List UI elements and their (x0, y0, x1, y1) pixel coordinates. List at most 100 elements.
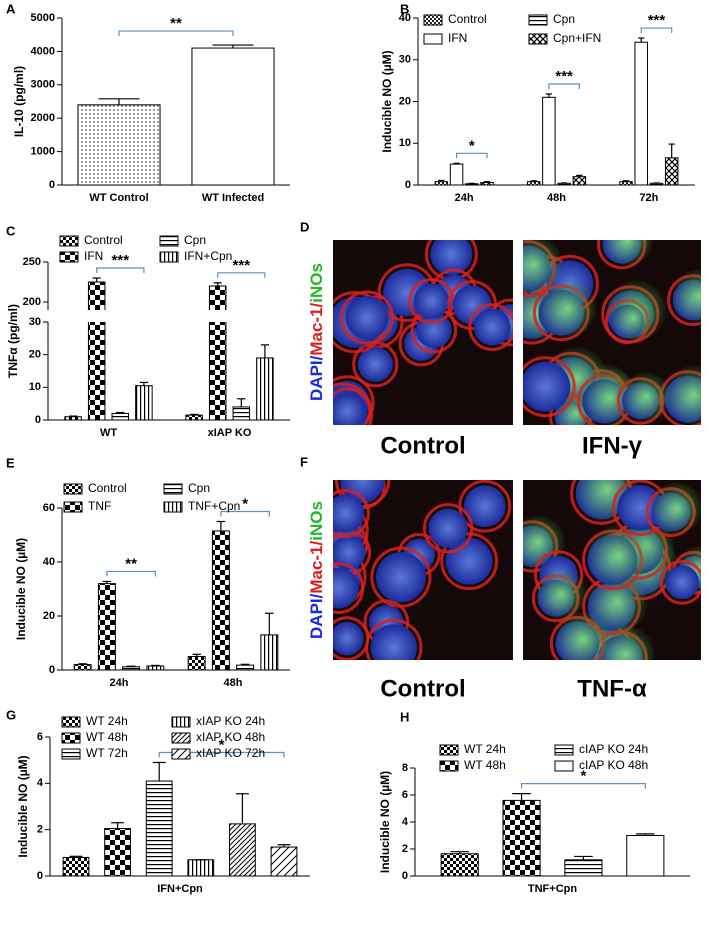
nucleus (665, 565, 699, 599)
legend-swatch (62, 717, 80, 727)
legend-swatch (60, 236, 78, 246)
x-tick-label: 72h (639, 192, 658, 204)
nucleus (474, 309, 511, 346)
bar (565, 860, 602, 876)
panel-letter: E (6, 455, 15, 470)
error-bar (546, 94, 552, 97)
bar (503, 800, 540, 876)
stain-label-part: Mac-1/ (307, 540, 326, 593)
panel-letter: H (400, 709, 409, 724)
y-tick-label: 0 (405, 179, 411, 191)
legend-label: Cpn+IFN (553, 31, 601, 45)
image-caption: Control (380, 432, 465, 459)
y-tick-label: 0 (49, 179, 55, 191)
y-tick-label: 6 (37, 731, 43, 743)
y-tick-label: 6 (402, 789, 408, 801)
panel-letter: G (6, 707, 16, 722)
legend-swatch (172, 733, 190, 743)
y-tick-label: 0 (49, 664, 55, 676)
bar (192, 48, 274, 185)
legend-swatch (160, 236, 178, 246)
bar (627, 836, 664, 877)
legend-label: WT 72h (86, 746, 128, 760)
bar (188, 657, 205, 671)
bar (620, 182, 632, 185)
image-caption: TNF-α (577, 675, 647, 702)
legend-swatch (172, 749, 190, 759)
stain-label: DAPI/Mac-1/iNOs (307, 263, 326, 401)
legend-swatch (64, 502, 82, 512)
x-tick-label: IFN+Cpn (157, 883, 203, 895)
error-bar (638, 38, 644, 42)
legend-label: IFN (448, 31, 467, 45)
y-tick-label: 4 (402, 816, 409, 828)
bar (271, 847, 297, 876)
inos-signal (555, 611, 611, 667)
nucleus (520, 362, 570, 412)
y-tick-label: 8 (402, 762, 408, 774)
significance-label: *** (648, 12, 666, 29)
y-tick-label: 5000 (31, 12, 55, 24)
x-tick-label: 48h (224, 677, 243, 689)
axis-break (40, 310, 290, 322)
legend-label: IFN+Cpn (184, 249, 232, 263)
legend-swatch (62, 749, 80, 759)
stain-label-part: iNOs (307, 263, 326, 303)
error-bar (98, 99, 139, 105)
bar (230, 824, 256, 876)
x-tick-label: WT Infected (202, 192, 264, 204)
significance-label: * (242, 495, 248, 512)
error-bar (69, 416, 77, 417)
legend-swatch (62, 733, 80, 743)
y-tick-label: 20 (29, 349, 41, 361)
legend-label: xIAP KO 72h (196, 746, 265, 760)
bar (237, 665, 254, 670)
nucleus (376, 552, 426, 602)
y-tick-label: 30 (399, 54, 411, 66)
stain-label-part: DAPI/ (307, 355, 326, 401)
legend-swatch (60, 252, 78, 262)
error-bar (217, 522, 225, 531)
legend-swatch (64, 484, 82, 494)
legend-label: TNF (88, 499, 111, 513)
panel-letter: D (300, 219, 309, 234)
error-bar (261, 345, 269, 358)
legend-label: xIAP KO 48h (196, 730, 265, 744)
legend-label: WT 24h (464, 742, 506, 756)
legend-label: cIAP KO 24h (579, 742, 648, 756)
y-tick-label: 0 (37, 870, 43, 882)
y-tick-label: 4000 (31, 45, 55, 57)
error-bar (574, 856, 593, 859)
error-bar (153, 762, 166, 781)
error-bar (265, 613, 273, 635)
bar (63, 857, 89, 876)
error-bar (93, 278, 101, 282)
bar (261, 635, 278, 670)
bar (78, 105, 160, 185)
nucleus (371, 624, 417, 670)
x-tick-label: 24h (455, 192, 474, 204)
legend-label: Cpn (553, 12, 575, 26)
x-tick-label: xIAP KO (208, 427, 252, 439)
significance-label: *** (233, 257, 251, 274)
legend-swatch (424, 34, 442, 44)
error-bar (237, 399, 245, 407)
legend-label: Control (448, 12, 487, 26)
legend-swatch (440, 745, 458, 755)
y-tick-label: 40 (43, 556, 55, 568)
y-tick-label: 200 (23, 296, 41, 308)
y-tick-label: 1000 (31, 146, 55, 158)
legend-label: xIAP KO 24h (196, 714, 265, 728)
y-tick-label: 2 (37, 824, 43, 836)
inos-signal (537, 570, 586, 619)
legend-swatch (555, 745, 573, 755)
inos-signal (651, 483, 702, 534)
micrograph (508, 458, 708, 685)
bar (441, 854, 478, 876)
bar (88, 282, 105, 420)
bar (209, 286, 226, 420)
legend-swatch (440, 761, 458, 771)
significance-label: *** (112, 252, 130, 269)
